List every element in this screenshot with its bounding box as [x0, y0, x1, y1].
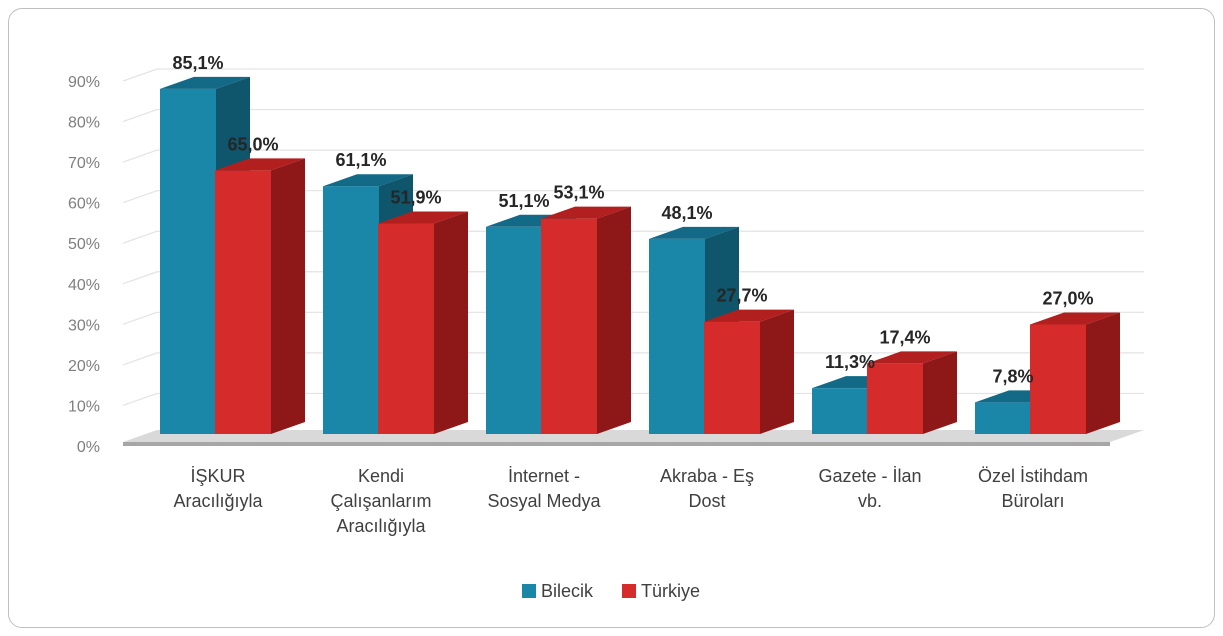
category-label: vb.	[858, 491, 882, 511]
category-label: İŞKUR	[190, 466, 245, 486]
bar-front	[215, 170, 271, 434]
gridline	[122, 149, 1144, 163]
gridline	[122, 190, 1144, 204]
y-tick-label: 80%	[68, 115, 100, 132]
bar-front	[975, 402, 1031, 434]
legend-swatch-türkiye	[622, 584, 636, 598]
bar-side	[1086, 312, 1120, 434]
chart-floor-edge	[123, 442, 1110, 446]
bar-side	[271, 158, 305, 434]
y-tick-label: 50%	[68, 236, 100, 253]
category-label: Büroları	[1001, 491, 1064, 511]
category-label: Sosyal Medya	[487, 491, 601, 511]
data-label: 53,1%	[553, 183, 604, 203]
gridline	[122, 352, 1144, 366]
gridline	[122, 230, 1144, 244]
y-tick-label: 60%	[68, 196, 100, 213]
bar-front	[323, 186, 379, 434]
category-label: Dost	[688, 491, 725, 511]
data-label: 7,8%	[992, 366, 1033, 386]
data-label: 27,7%	[716, 286, 767, 306]
category-label: Çalışanlarım	[330, 491, 431, 511]
data-label: 85,1%	[172, 53, 223, 73]
category-label: Aracılığıyla	[336, 516, 426, 536]
bar-side	[760, 309, 794, 434]
bar-side	[597, 206, 631, 434]
category-label: Kendi	[358, 466, 404, 486]
bar-top	[541, 206, 631, 219]
gridline	[122, 108, 1144, 123]
gridline	[122, 311, 1144, 325]
y-tick-label: 0%	[77, 439, 100, 456]
bar-front	[1030, 324, 1086, 434]
gridline	[122, 68, 1144, 82]
bar-front	[649, 238, 705, 434]
bar-side	[434, 211, 468, 434]
bar-front	[704, 321, 760, 434]
legend-label-bilecik: Bilecik	[541, 581, 594, 601]
category-label: Özel İstihdam	[978, 466, 1088, 486]
data-label: 65,0%	[227, 134, 278, 154]
y-tick-label: 10%	[68, 398, 100, 415]
category-label: Gazete - İlan	[818, 466, 921, 486]
data-label: 51,1%	[498, 191, 549, 211]
bar-top	[649, 226, 739, 239]
bar-top	[867, 351, 957, 364]
bar-front	[486, 226, 542, 434]
y-tick-label: 30%	[68, 317, 100, 334]
data-label: 17,4%	[879, 327, 930, 347]
category-label: İnternet -	[508, 466, 580, 486]
y-tick-label: 20%	[68, 358, 100, 375]
bar-top	[160, 76, 250, 89]
category-label: Aracılığıyla	[173, 491, 263, 511]
bar-side	[923, 351, 957, 434]
data-label: 27,0%	[1042, 289, 1093, 309]
bar-front	[867, 363, 923, 434]
bar-front	[541, 218, 597, 434]
legend-swatch-bilecik	[522, 584, 536, 598]
data-label: 61,1%	[335, 150, 386, 170]
bar-top	[704, 309, 794, 322]
bar-top	[215, 158, 305, 171]
category-label: Akraba - Eş	[660, 466, 754, 486]
gridline	[122, 271, 1144, 285]
bar-front	[160, 88, 216, 434]
y-tick-label: 90%	[68, 74, 100, 91]
bar-front	[378, 223, 434, 434]
bar-top	[378, 211, 468, 224]
data-label: 48,1%	[661, 203, 712, 223]
y-tick-label: 40%	[68, 277, 100, 294]
data-label: 51,9%	[390, 188, 441, 208]
data-label: 11,3%	[825, 352, 875, 372]
legend-label-türkiye: Türkiye	[641, 581, 700, 601]
bar-top	[1030, 312, 1120, 325]
y-tick-label: 70%	[68, 155, 100, 172]
bar-top	[323, 174, 413, 187]
bar-front	[812, 388, 868, 434]
